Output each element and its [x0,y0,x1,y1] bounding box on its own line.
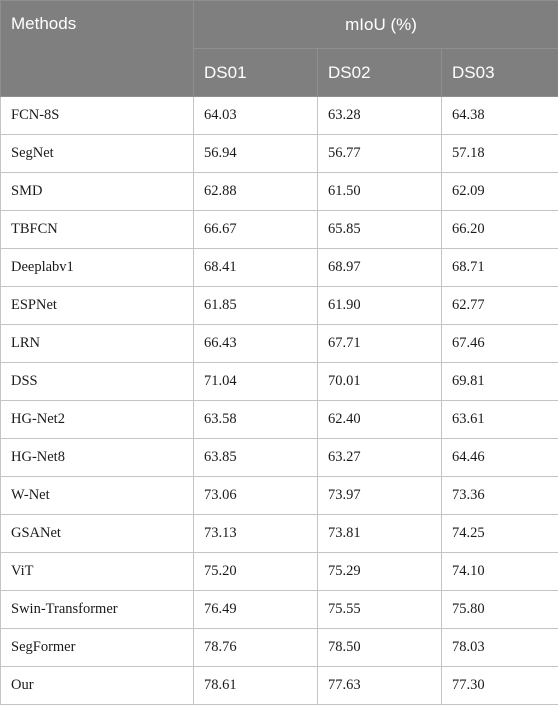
ds03-cell: 63.61 [441,400,558,439]
ds01-cell: 73.13 [193,514,318,553]
method-cell: SegNet [0,134,194,173]
ds01-cell: 75.20 [193,552,318,591]
ds01-cell: 73.06 [193,476,318,515]
table-row: TBFCN 66.67 65.85 66.20 [0,210,558,249]
ds01-cell: 63.58 [193,400,318,439]
ds01-cell: 61.85 [193,286,318,325]
ds01-cell: 64.03 [193,96,318,135]
ds02-cell: 61.90 [317,286,442,325]
method-cell: HG-Net2 [0,400,194,439]
ds02-cell: 77.63 [317,666,442,705]
ds03-cell: 64.46 [441,438,558,477]
ds03-cell: 73.36 [441,476,558,515]
ds01-cell: 56.94 [193,134,318,173]
ds02-cell: 70.01 [317,362,442,401]
ds01-cell: 62.88 [193,172,318,211]
ds01-cell: 68.41 [193,248,318,287]
ds03-cell: 74.10 [441,552,558,591]
ds02-cell: 68.97 [317,248,442,287]
table-row: ViT 75.20 75.29 74.10 [0,552,558,591]
ds03-cell: 67.46 [441,324,558,363]
table-row: ESPNet 61.85 61.90 62.77 [0,286,558,325]
methods-header: Methods [0,0,194,97]
method-cell: ESPNet [0,286,194,325]
ds02-cell: 73.97 [317,476,442,515]
table-row: Deeplabv1 68.41 68.97 68.71 [0,248,558,287]
table-row: HG-Net8 63.85 63.27 64.46 [0,438,558,477]
table-row: HG-Net2 63.58 62.40 63.61 [0,400,558,439]
method-cell: FCN-8S [0,96,194,135]
ds02-cell: 67.71 [317,324,442,363]
ds02-cell: 62.40 [317,400,442,439]
method-cell: DSS [0,362,194,401]
ds02-cell: 78.50 [317,628,442,667]
ds01-cell: 66.43 [193,324,318,363]
ds03-cell: 68.71 [441,248,558,287]
ds03-cell: 66.20 [441,210,558,249]
table-header: Methods mIoU (%) DS01 DS02 DS03 [0,0,558,97]
ds03-cell: 64.38 [441,96,558,135]
method-cell: Our [0,666,194,705]
ds02-cell: 75.29 [317,552,442,591]
ds03-cell: 77.30 [441,666,558,705]
ds03-cell: 57.18 [441,134,558,173]
table-row: LRN 66.43 67.71 67.46 [0,324,558,363]
table-row: FCN-8S 64.03 63.28 64.38 [0,96,558,135]
method-cell: LRN [0,324,194,363]
ds03-cell: 78.03 [441,628,558,667]
ds01-header: DS01 [193,48,318,97]
ds01-cell: 66.67 [193,210,318,249]
method-cell: ViT [0,552,194,591]
method-cell: Swin-Transformer [0,590,194,629]
ds01-cell: 63.85 [193,438,318,477]
ds01-cell: 76.49 [193,590,318,629]
ds02-cell: 75.55 [317,590,442,629]
table-row: SegNet 56.94 56.77 57.18 [0,134,558,173]
ds01-cell: 78.61 [193,666,318,705]
ds01-cell: 78.76 [193,628,318,667]
header-row-1: Methods mIoU (%) [0,0,558,97]
ds02-cell: 56.77 [317,134,442,173]
method-cell: GSANet [0,514,194,553]
method-cell: W-Net [0,476,194,515]
method-cell: SegFormer [0,628,194,667]
table-row: DSS 71.04 70.01 69.81 [0,362,558,401]
ds03-cell: 62.09 [441,172,558,211]
ds03-header: DS03 [441,48,558,97]
ds02-cell: 65.85 [317,210,442,249]
table-row: SegFormer 78.76 78.50 78.03 [0,628,558,667]
ds02-cell: 61.50 [317,172,442,211]
method-cell: HG-Net8 [0,438,194,477]
ds03-cell: 62.77 [441,286,558,325]
method-cell: TBFCN [0,210,194,249]
table-row: W-Net 73.06 73.97 73.36 [0,476,558,515]
ds02-cell: 63.27 [317,438,442,477]
ds02-cell: 63.28 [317,96,442,135]
miou-group-header: mIoU (%) [193,0,558,49]
table-row: SMD 62.88 61.50 62.09 [0,172,558,211]
table-row: Swin-Transformer 76.49 75.55 75.80 [0,590,558,629]
ds02-header: DS02 [317,48,442,97]
table-row: Our 78.61 77.63 77.30 [0,666,558,705]
header-row-2: DS01 DS02 DS03 [1,48,558,97]
ds01-cell: 71.04 [193,362,318,401]
table-row: GSANet 73.13 73.81 74.25 [0,514,558,553]
ds03-cell: 74.25 [441,514,558,553]
ds02-cell: 73.81 [317,514,442,553]
method-cell: SMD [0,172,194,211]
ds03-cell: 75.80 [441,590,558,629]
table-body: FCN-8S 64.03 63.28 64.38 SegNet 56.94 56… [0,96,558,705]
method-cell: Deeplabv1 [0,248,194,287]
ds03-cell: 69.81 [441,362,558,401]
